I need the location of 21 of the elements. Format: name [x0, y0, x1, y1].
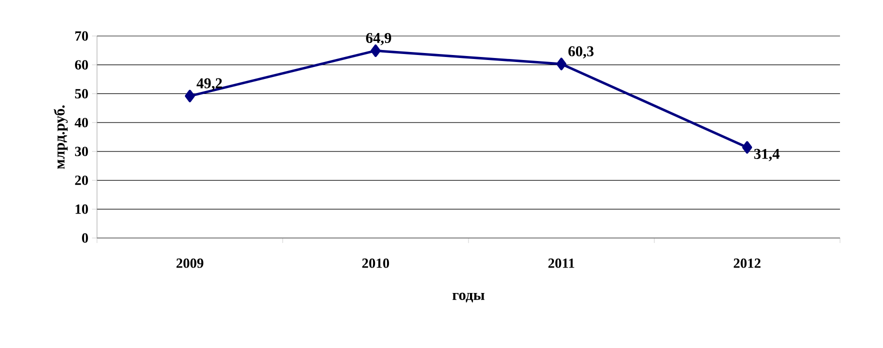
y-tick-label: 0 [82, 233, 88, 243]
y-axis-title: млрд.руб. [54, 105, 68, 169]
y-tick-label: 30 [75, 146, 88, 156]
y-tick-label: 40 [74, 118, 88, 128]
y-tick-label: 60 [75, 60, 88, 70]
x-axis-title: годы [452, 292, 484, 302]
y-tick-label: 10 [76, 204, 88, 214]
point [184, 90, 195, 102]
y-tick-label: 70 [75, 31, 88, 41]
data-label: 49,2 [196, 78, 222, 91]
x-tick-label: 2012 [734, 258, 760, 268]
data-label: 31,4 [754, 148, 780, 162]
y-tick-label: 20 [75, 176, 88, 185]
y-tick-label: 50 [75, 89, 88, 98]
point [742, 141, 752, 154]
x-tick-label: 2011 [548, 258, 574, 268]
data-label: 64,9 [366, 32, 392, 46]
point [556, 58, 566, 70]
data-label: 60,3 [568, 46, 594, 58]
x-tick-label: 2009 [176, 258, 204, 268]
x-tick-label: 2010 [362, 258, 390, 268]
